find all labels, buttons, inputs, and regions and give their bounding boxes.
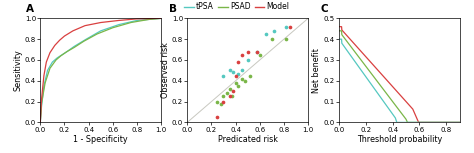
Point	[214, 116, 221, 118]
Point	[244, 59, 251, 61]
Point	[238, 54, 246, 56]
X-axis label: 1 - Specificity: 1 - Specificity	[73, 135, 128, 144]
Point	[283, 38, 290, 40]
Point	[223, 92, 231, 95]
Point	[286, 25, 294, 28]
Point	[232, 74, 239, 77]
Text: C: C	[321, 4, 328, 14]
Point	[262, 33, 270, 35]
Point	[254, 50, 261, 53]
Point	[241, 80, 249, 82]
Point	[229, 71, 237, 74]
Point	[226, 88, 233, 90]
Point	[256, 54, 264, 56]
Point	[214, 100, 221, 103]
Text: B: B	[169, 4, 177, 14]
Point	[234, 72, 242, 75]
X-axis label: Threshold probability: Threshold probability	[357, 135, 442, 144]
X-axis label: Predicated risk: Predicated risk	[218, 135, 278, 144]
Point	[268, 38, 275, 40]
Point	[271, 30, 278, 32]
Point	[238, 69, 246, 72]
Point	[226, 69, 233, 72]
Point	[246, 74, 254, 77]
Y-axis label: Net benefit: Net benefit	[312, 48, 321, 93]
Point	[219, 95, 228, 98]
Point	[234, 61, 242, 63]
Point	[219, 100, 228, 103]
Y-axis label: Sensitivity: Sensitivity	[14, 50, 23, 91]
Point	[238, 77, 246, 80]
Point	[254, 50, 261, 53]
Point	[217, 103, 225, 105]
Point	[219, 74, 228, 77]
Point	[226, 95, 233, 98]
Point	[244, 50, 251, 53]
Point	[234, 85, 242, 87]
Text: A: A	[26, 4, 34, 14]
Point	[229, 90, 237, 92]
Y-axis label: Observed risk: Observed risk	[161, 42, 170, 98]
Point	[232, 82, 239, 84]
Point	[283, 25, 290, 28]
Point	[228, 95, 236, 98]
Legend: tPSA, PSAD, Model: tPSA, PSAD, Model	[182, 0, 292, 14]
